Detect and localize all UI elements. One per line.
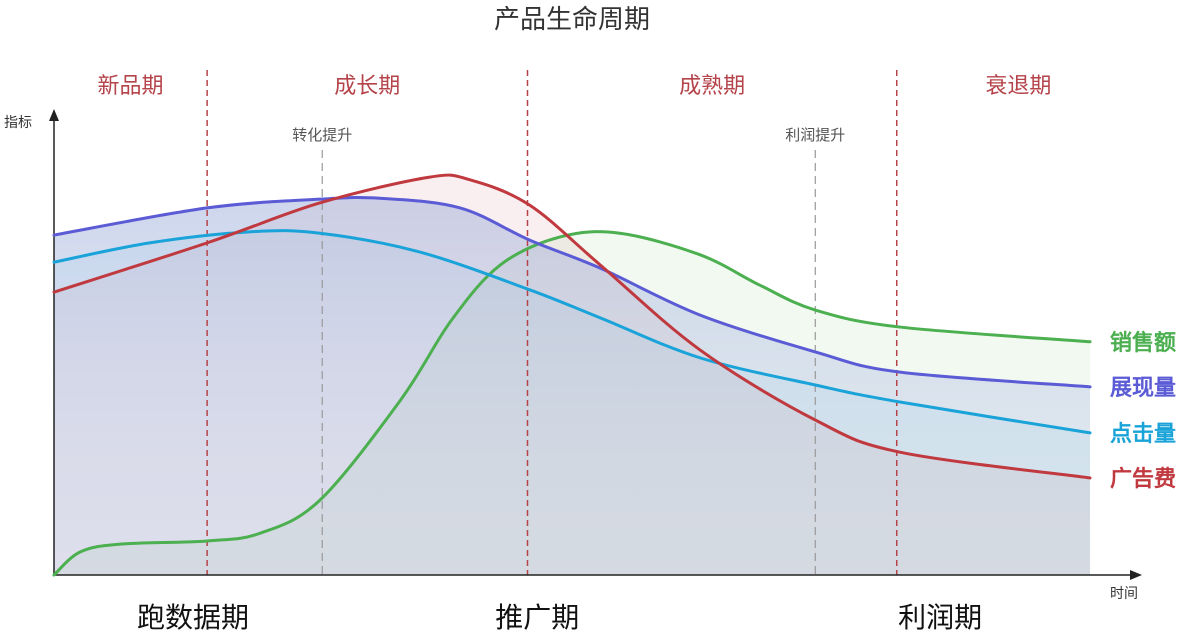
series-line bbox=[52, 195, 1092, 389]
x-axis-label: 时间 bbox=[1110, 586, 1138, 602]
annotation-label: 转化提升 bbox=[292, 126, 352, 144]
y-axis-arrow-icon bbox=[49, 109, 59, 121]
series-line bbox=[52, 173, 1092, 480]
series-line bbox=[52, 229, 1092, 435]
series-line bbox=[52, 230, 1092, 577]
series-lines bbox=[52, 173, 1092, 577]
period-label: 推广期 bbox=[495, 601, 579, 633]
phase-label: 衰退期 bbox=[985, 74, 1051, 99]
legend-item: 展现量 bbox=[1110, 376, 1176, 401]
x-axis-arrow-icon bbox=[1130, 570, 1142, 580]
axes: 指标 时间 bbox=[4, 109, 1142, 602]
diagram-title: 产品生命周期 bbox=[494, 5, 650, 35]
phase-dividers bbox=[206, 70, 898, 575]
phase-label: 成熟期 bbox=[679, 74, 745, 99]
y-axis-label: 指标 bbox=[4, 115, 32, 131]
legend-item: 点击量 bbox=[1110, 421, 1176, 447]
phase-labels: 新品期 成长期 成熟期 衰退期 bbox=[98, 74, 1052, 99]
envelope-area bbox=[54, 197, 1091, 575]
period-label: 跑数据期 bbox=[137, 601, 249, 633]
annotation-label: 利润提升 bbox=[785, 126, 845, 144]
area-fills bbox=[54, 175, 1091, 576]
legend-item: 销售额 bbox=[1110, 330, 1176, 356]
period-label: 利润期 bbox=[898, 601, 982, 633]
legend-item: 广告费 bbox=[1110, 466, 1176, 492]
phase-label: 成长期 bbox=[334, 74, 400, 99]
bottom-period-labels: 跑数据期 推广期 利润期 bbox=[137, 601, 982, 633]
annotations: 转化提升 利润提升 bbox=[292, 126, 845, 144]
phase-label: 新品期 bbox=[98, 74, 164, 99]
